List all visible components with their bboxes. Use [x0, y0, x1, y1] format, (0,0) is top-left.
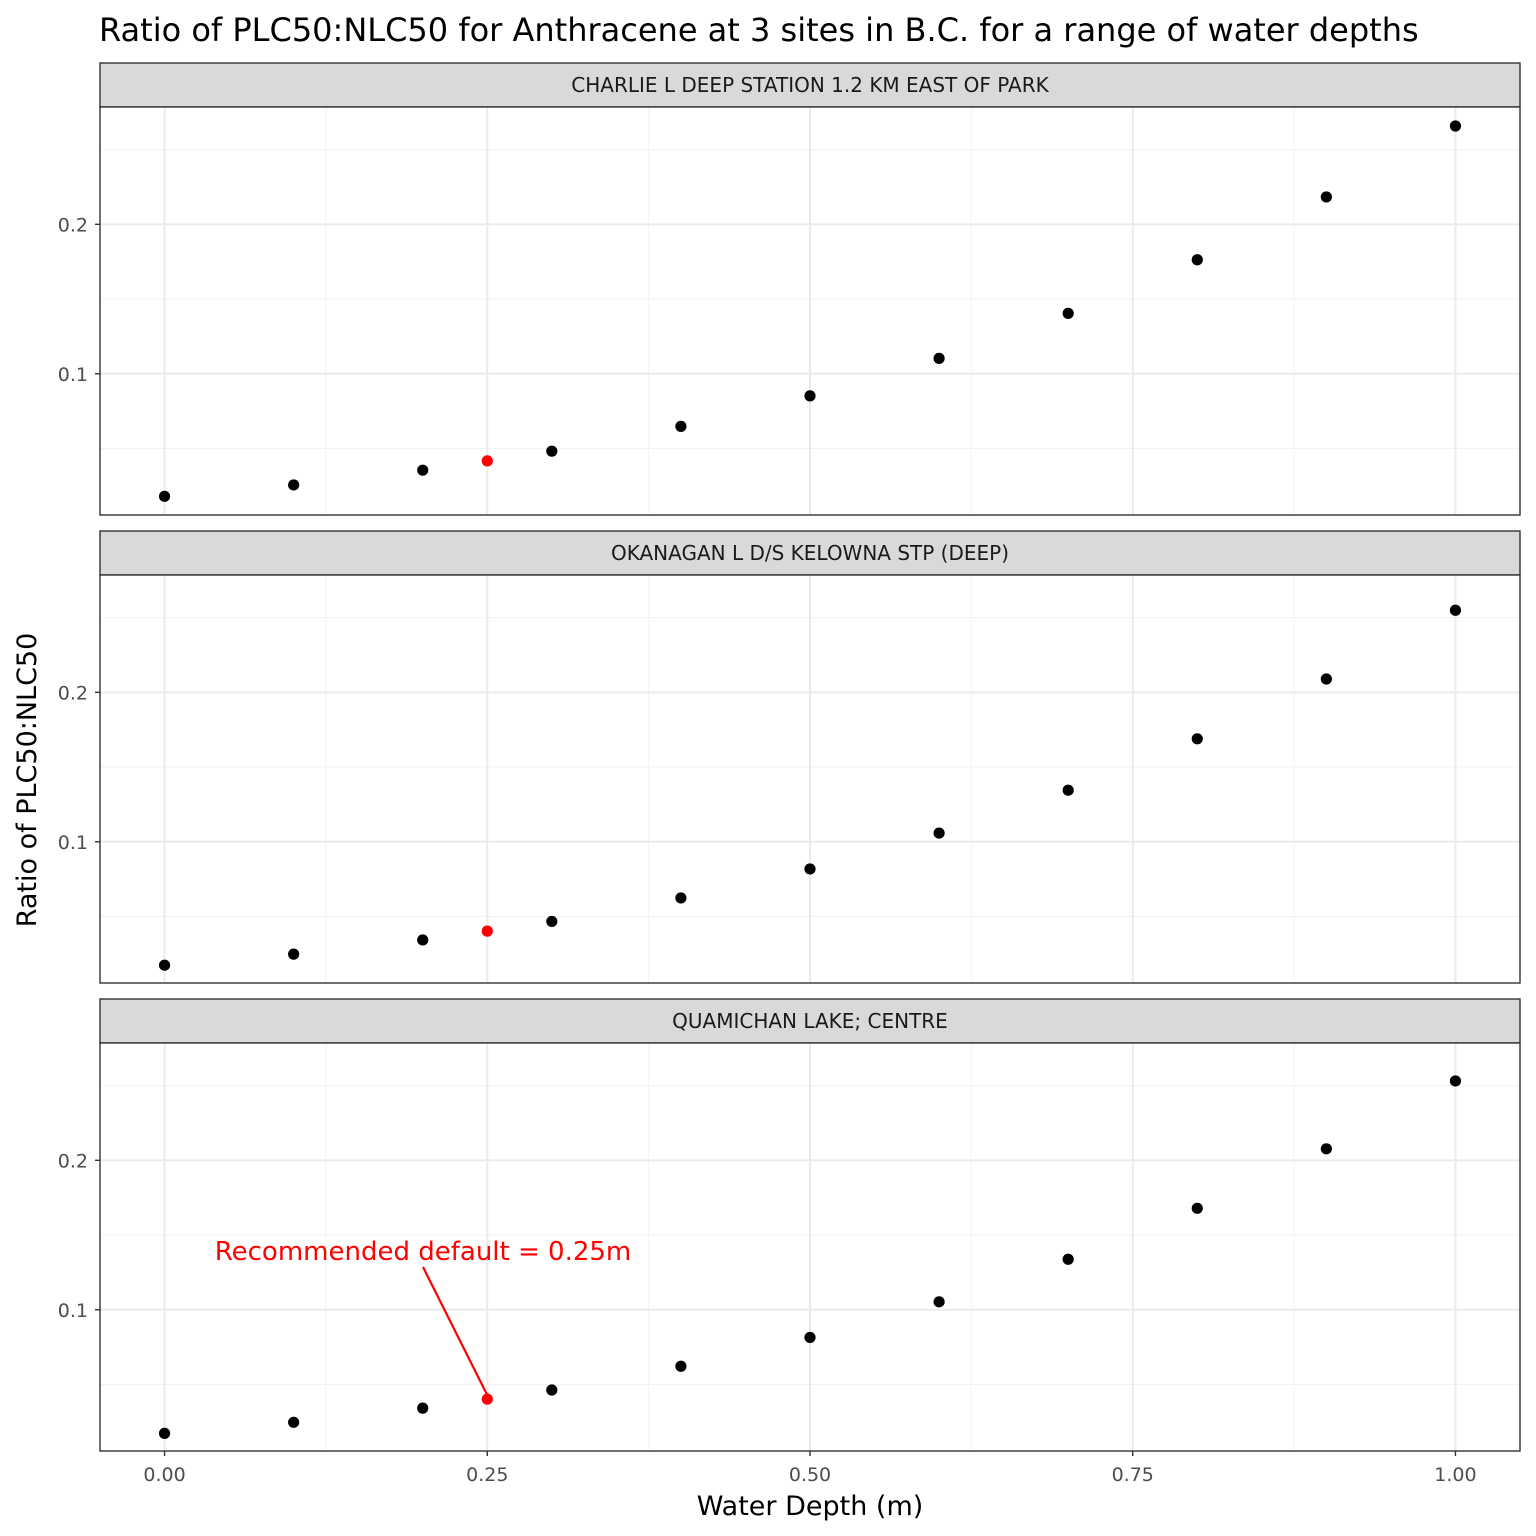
chart-title: Ratio of PLC50:NLC50 for Anthracene at 3…	[99, 11, 1419, 49]
facet-strip	[99, 998, 1521, 1044]
panel-border	[99, 106, 1521, 516]
y-tick-label: 0.2	[58, 682, 88, 704]
facet-panels: CHARLIE L DEEP STATION 1.2 KM EAST OF PA…	[58, 62, 1521, 1486]
annotation-pointer-line	[422, 1266, 489, 1396]
facet-strip	[99, 62, 1521, 108]
y-tick-label: 0.2	[58, 1150, 88, 1172]
data-point	[804, 1331, 816, 1344]
data-point	[546, 1384, 558, 1396]
y-tick-label: 0.2	[58, 214, 88, 236]
facet-strip-label: OKANAGAN L D/S KELOWNA STP (DEEP)	[611, 541, 1009, 565]
data-point	[417, 464, 429, 476]
data-point	[546, 915, 558, 928]
data-point	[933, 827, 945, 839]
facet-strip-label: QUAMICHAN LAKE; CENTRE	[672, 1009, 948, 1033]
facet-strip-label: CHARLIE L DEEP STATION 1.2 KM EAST OF PA…	[571, 73, 1049, 97]
data-point	[1062, 307, 1074, 319]
x-tick-label: 0.25	[466, 1464, 508, 1486]
annotation-label: Recommended default = 0.25m	[215, 1237, 632, 1267]
data-point	[158, 490, 171, 502]
y-axis-title: Ratio of PLC50:NLC50	[12, 633, 43, 928]
facet-panel: OKANAGAN L D/S KELOWNA STP (DEEP) 0.1 0.2	[58, 530, 1521, 984]
data-point	[804, 390, 816, 402]
data-point	[804, 863, 816, 875]
data-point	[1191, 1202, 1203, 1214]
data-point	[675, 892, 687, 904]
data-point	[933, 1296, 945, 1308]
data-point	[1191, 733, 1203, 745]
highlight-data-point	[481, 1393, 493, 1405]
data-point	[1191, 254, 1203, 266]
data-point	[1320, 1143, 1332, 1155]
data-point	[1320, 191, 1332, 203]
data-point	[1449, 1075, 1462, 1087]
y-tick-label: 0.1	[58, 364, 88, 386]
data-point	[933, 352, 945, 364]
data-point	[158, 959, 171, 971]
data-point	[1062, 784, 1074, 796]
data-point	[1062, 1253, 1074, 1265]
x-tick-label: 1.00	[1434, 1464, 1476, 1486]
data-point	[675, 1360, 687, 1372]
data-point	[417, 934, 429, 946]
data-point	[417, 1402, 429, 1414]
highlight-data-point	[481, 455, 493, 467]
facet-panel: CHARLIE L DEEP STATION 1.2 KM EAST OF PA…	[58, 62, 1521, 516]
data-point	[1320, 673, 1332, 685]
data-point	[546, 445, 558, 457]
data-point	[158, 1427, 171, 1439]
x-tick-label: 0.50	[789, 1464, 831, 1486]
highlight-data-point	[481, 925, 493, 937]
x-axis-title: Water Depth (m)	[697, 1491, 924, 1522]
data-point	[288, 1416, 300, 1428]
x-tick-label: 0.75	[1112, 1464, 1154, 1486]
x-tick-label: 0.00	[143, 1464, 185, 1486]
y-tick-label: 0.1	[58, 832, 88, 854]
data-point	[288, 948, 300, 960]
facet-panel: QUAMICHAN LAKE; CENTRE 0.1 0.2 Recommended …	[58, 998, 1521, 1486]
data-point	[1449, 604, 1462, 616]
data-point	[1449, 120, 1462, 132]
data-point	[675, 420, 687, 432]
data-point	[288, 479, 300, 491]
y-tick-label: 0.1	[58, 1300, 88, 1322]
panel-border	[99, 574, 1521, 984]
